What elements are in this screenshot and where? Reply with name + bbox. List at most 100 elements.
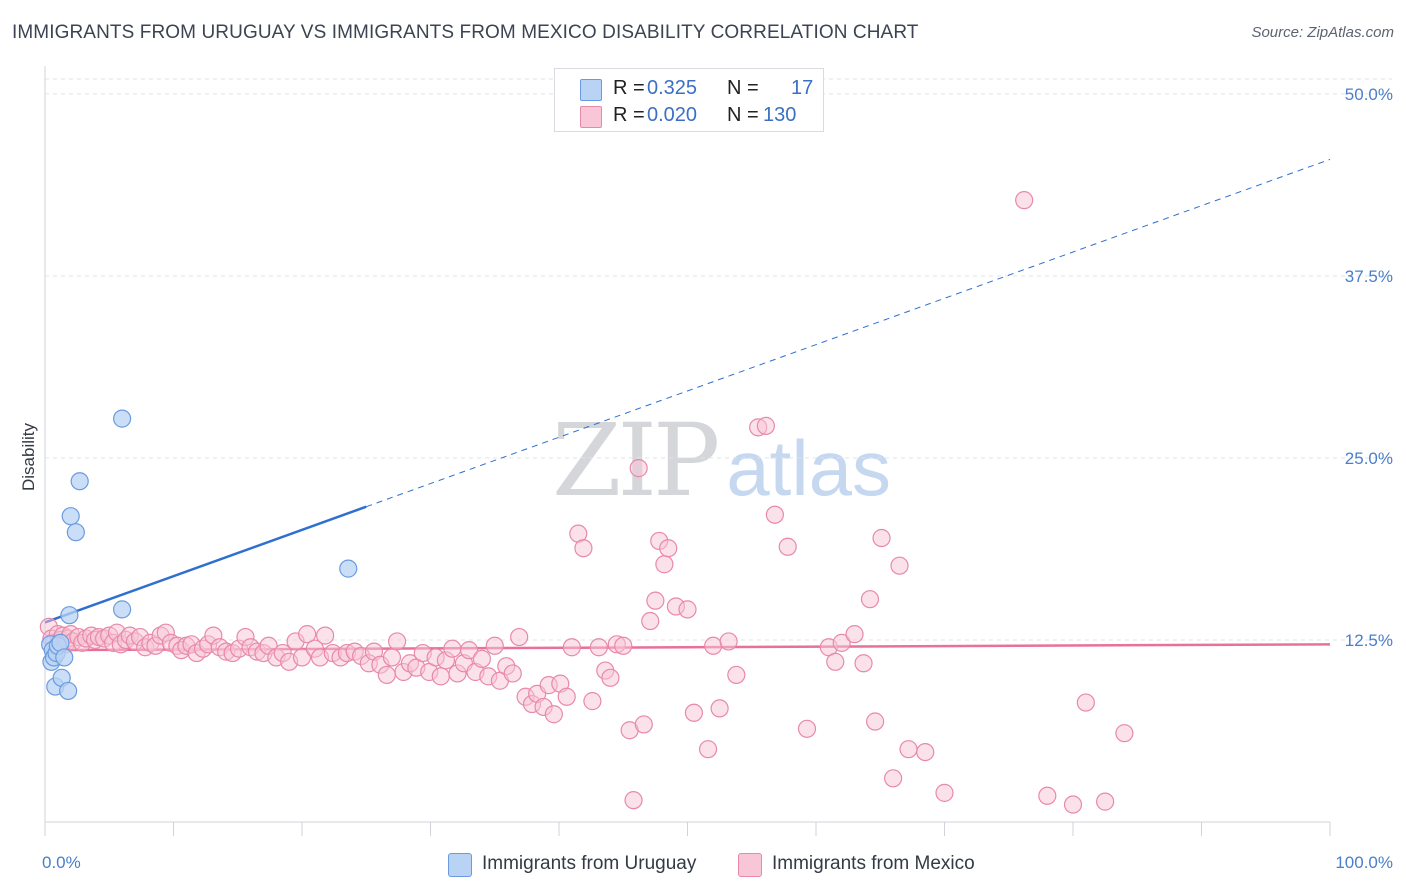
legend-n-value: 130 [763, 104, 797, 126]
point-mexico [574, 539, 593, 558]
point-uruguay [112, 409, 132, 428]
point-mexico [387, 632, 407, 651]
point-mexico [765, 505, 784, 524]
legend-swatch-mexico [580, 106, 602, 128]
point-mexico [641, 611, 660, 631]
trend-lines [44, 158, 1331, 652]
point-mexico [583, 692, 602, 711]
legend-row-mexico: R = 0.020 N = 130 [555, 102, 823, 128]
series-swatch-mexico [738, 853, 762, 877]
stats-legend: R = 0.325 N = 17 R = 0.020 N = 130 [554, 68, 824, 132]
point-mexico [601, 668, 620, 687]
gridlines [45, 78, 1392, 641]
watermark-atlas: atlas [726, 424, 892, 512]
point-mexico [1076, 693, 1095, 712]
point-mexico [710, 699, 729, 718]
point-mexico [459, 641, 479, 660]
point-mexico [899, 740, 918, 759]
point-mexico [890, 556, 909, 575]
point-mexico [845, 625, 864, 644]
point-mexico [832, 633, 851, 652]
point-mexico [510, 627, 529, 647]
point-mexico [316, 626, 335, 645]
series-label-mexico: Immigrants from Mexico [772, 853, 975, 874]
point-uruguay [60, 606, 79, 625]
data-points [39, 191, 1134, 814]
point-mexico [472, 649, 491, 668]
point-uruguay [59, 681, 78, 701]
point-mexico [624, 791, 643, 810]
watermark: ZIPatlas [552, 402, 891, 519]
legend-r-value: 0.325 [647, 77, 698, 99]
point-mexico [634, 715, 653, 734]
chart-title: IMMIGRANTS FROM URUGUAY VS IMMIGRANTS FR… [12, 22, 919, 43]
point-mexico [562, 638, 581, 657]
point-mexico [1063, 795, 1083, 814]
point-mexico [377, 665, 396, 685]
y-tick-label: 25.0% [1345, 449, 1393, 468]
legend-r-label: R = [613, 77, 645, 99]
point-uruguay [66, 523, 85, 542]
point-mexico [797, 719, 817, 738]
point-mexico [1096, 792, 1115, 811]
point-mexico [727, 665, 746, 685]
legend-n-label: N = [727, 104, 759, 126]
y-tick-label: 12.5% [1345, 631, 1393, 650]
point-mexico [382, 648, 402, 667]
point-mexico [935, 783, 954, 802]
point-mexico [872, 528, 891, 548]
point-mexico [544, 705, 563, 724]
trend-line-uruguay [44, 505, 367, 624]
point-mexico [659, 539, 678, 558]
series-label-uruguay: Immigrants from Uruguay [482, 853, 697, 874]
point-mexico [503, 664, 522, 683]
legend-r-label: R = [613, 104, 645, 126]
point-mexico [719, 632, 738, 651]
legend-row-uruguay: R = 0.325 N = 17 [555, 75, 823, 101]
point-mexico [1038, 786, 1057, 805]
y-axis-title: Disability [19, 422, 38, 491]
point-mexico [916, 742, 935, 762]
point-mexico [826, 652, 845, 671]
axes [44, 66, 1331, 836]
point-uruguay [112, 600, 132, 619]
point-mexico [698, 740, 718, 759]
point-mexico [1115, 724, 1134, 743]
x-tick-label-max: 100.0% [1335, 853, 1393, 872]
y-tick-label: 50.0% [1345, 85, 1393, 104]
legend-n-value: 17 [791, 77, 814, 99]
point-mexico [704, 636, 723, 655]
point-uruguay [55, 648, 74, 667]
point-mexico [684, 703, 704, 722]
point-mexico [866, 712, 885, 731]
point-uruguay [61, 507, 80, 526]
point-mexico [778, 537, 797, 556]
point-mexico [860, 590, 880, 609]
point-mexico [646, 591, 665, 610]
legend-swatch-uruguay [580, 79, 602, 101]
point-uruguay [70, 472, 89, 491]
point-mexico [678, 600, 697, 619]
point-mexico [629, 459, 648, 478]
point-mexico [854, 654, 873, 673]
point-mexico [655, 555, 674, 574]
trend-line-uruguay-extrapolated [366, 158, 1331, 508]
axis-labels: 12.5% 25.0% 37.5% 50.0% 0.0% 100.0% Disability [19, 85, 1393, 872]
point-mexico [1015, 191, 1034, 210]
legend-n-label: N = [727, 77, 759, 99]
point-mexico [883, 769, 903, 788]
point-mexico [589, 638, 608, 657]
point-mexico [298, 625, 317, 644]
series-legend: Immigrants from Uruguay Immigrants from … [0, 852, 1406, 878]
legend-r-value: 0.020 [647, 104, 698, 126]
point-mexico [431, 667, 450, 686]
point-uruguay [339, 559, 358, 578]
series-swatch-uruguay [448, 853, 472, 877]
point-mexico [443, 639, 462, 658]
point-mexico [292, 648, 312, 667]
point-mexico [614, 636, 633, 655]
source-credit: Source: ZipAtlas.com [1251, 24, 1394, 41]
x-tick-label-min: 0.0% [42, 853, 81, 872]
point-mexico [485, 636, 504, 655]
